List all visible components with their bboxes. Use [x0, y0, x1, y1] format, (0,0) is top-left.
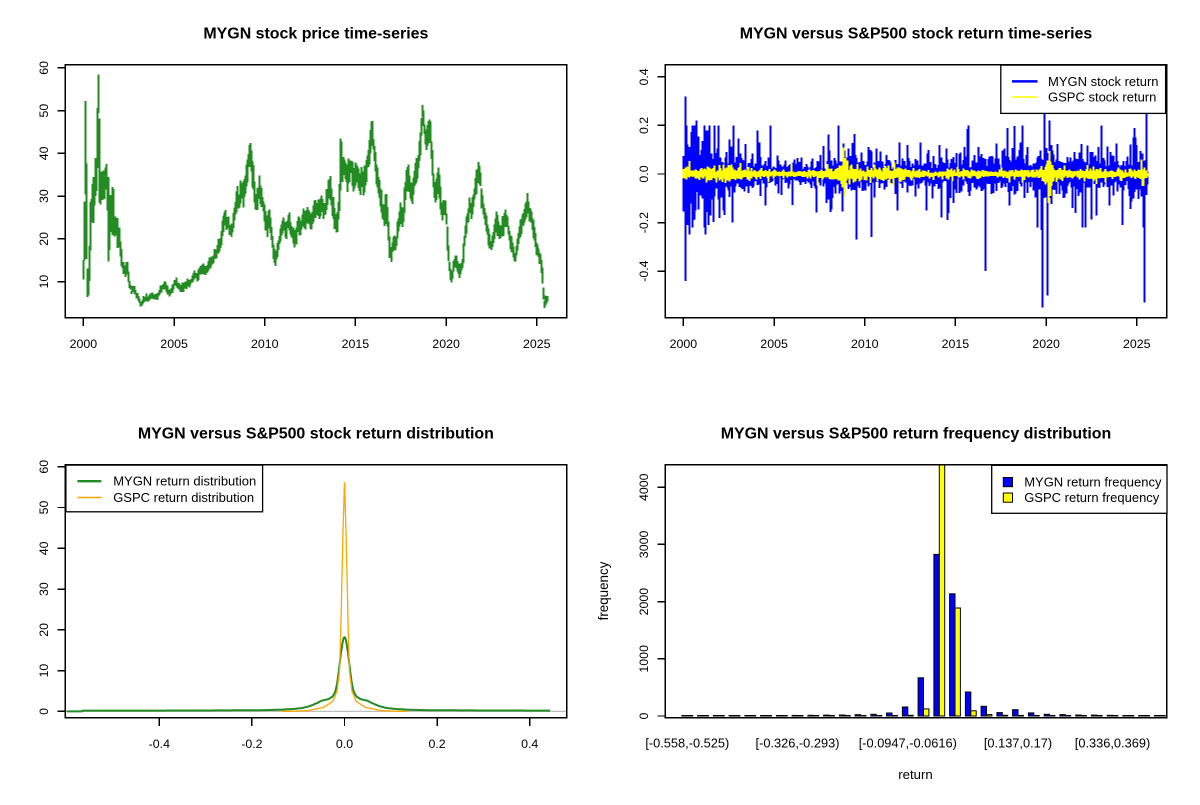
svg-text:30: 30: [37, 189, 51, 203]
svg-text:0.4: 0.4: [521, 737, 538, 751]
svg-text:30: 30: [37, 582, 51, 596]
svg-text:-0.2: -0.2: [637, 212, 651, 233]
svg-text:3000: 3000: [637, 531, 651, 559]
svg-text:MYGN stock price time-series: MYGN stock price time-series: [203, 26, 428, 43]
svg-text:-0.4: -0.4: [637, 260, 651, 281]
svg-text:[0.137,0.17): [0.137,0.17): [984, 736, 1052, 751]
svg-text:4000: 4000: [637, 473, 651, 501]
svg-text:MYGN versus S&P500 stock retur: MYGN versus S&P500 stock return distribu…: [138, 426, 494, 443]
svg-text:[-0.0947,-0.0616): [-0.0947,-0.0616): [859, 736, 957, 751]
svg-text:60: 60: [37, 61, 51, 75]
svg-text:MYGN versus S&P500 return freq: MYGN versus S&P500 return frequency dist…: [721, 426, 1112, 443]
svg-text:GSPC stock return: GSPC stock return: [1048, 90, 1156, 105]
svg-text:60: 60: [37, 460, 51, 474]
svg-text:0: 0: [37, 708, 51, 715]
svg-text:2000: 2000: [637, 588, 651, 616]
svg-text:10: 10: [37, 275, 51, 289]
svg-text:1000: 1000: [637, 645, 651, 673]
svg-text:0.4: 0.4: [637, 68, 651, 85]
svg-text:2010: 2010: [851, 337, 879, 351]
svg-text:-0.2: -0.2: [241, 737, 262, 751]
svg-text:20: 20: [37, 623, 51, 637]
svg-text:-0.4: -0.4: [149, 737, 170, 751]
svg-text:2010: 2010: [251, 337, 279, 351]
svg-text:2020: 2020: [1032, 337, 1060, 351]
svg-text:50: 50: [37, 501, 51, 515]
svg-text:0.2: 0.2: [428, 737, 445, 751]
svg-text:2000: 2000: [70, 337, 98, 351]
svg-text:[0.336,0.369): [0.336,0.369): [1075, 736, 1150, 751]
svg-text:GSPC return frequency: GSPC return frequency: [1024, 490, 1160, 505]
svg-text:20: 20: [37, 232, 51, 246]
svg-text:MYGN return frequency: MYGN return frequency: [1024, 474, 1162, 489]
svg-text:0: 0: [637, 712, 651, 719]
svg-text:40: 40: [37, 541, 51, 555]
svg-text:2005: 2005: [160, 337, 188, 351]
svg-text:2005: 2005: [760, 337, 788, 351]
svg-text:2020: 2020: [432, 337, 460, 351]
svg-text:return: return: [898, 767, 932, 782]
svg-text:[-0.558,-0.525): [-0.558,-0.525): [645, 736, 729, 751]
svg-text:MYGN versus S&P500 stock retur: MYGN versus S&P500 stock return time-ser…: [740, 26, 1093, 43]
svg-text:0.2: 0.2: [637, 117, 651, 134]
svg-text:2025: 2025: [1123, 337, 1151, 351]
svg-text:frequency: frequency: [596, 561, 611, 620]
svg-text:2015: 2015: [342, 337, 370, 351]
svg-text:10: 10: [37, 664, 51, 678]
svg-text:MYGN stock return: MYGN stock return: [1048, 74, 1159, 89]
svg-text:0.0: 0.0: [637, 165, 651, 182]
svg-text:2015: 2015: [942, 337, 970, 351]
svg-text:0.0: 0.0: [336, 737, 353, 751]
svg-text:[-0.326,-0.293): [-0.326,-0.293): [756, 736, 840, 751]
svg-text:MYGN return distribution: MYGN return distribution: [113, 474, 256, 489]
svg-text:2025: 2025: [523, 337, 551, 351]
svg-text:2000: 2000: [670, 337, 698, 351]
svg-text:GSPC return distribution: GSPC return distribution: [113, 490, 254, 505]
svg-text:40: 40: [37, 146, 51, 160]
svg-text:50: 50: [37, 104, 51, 118]
